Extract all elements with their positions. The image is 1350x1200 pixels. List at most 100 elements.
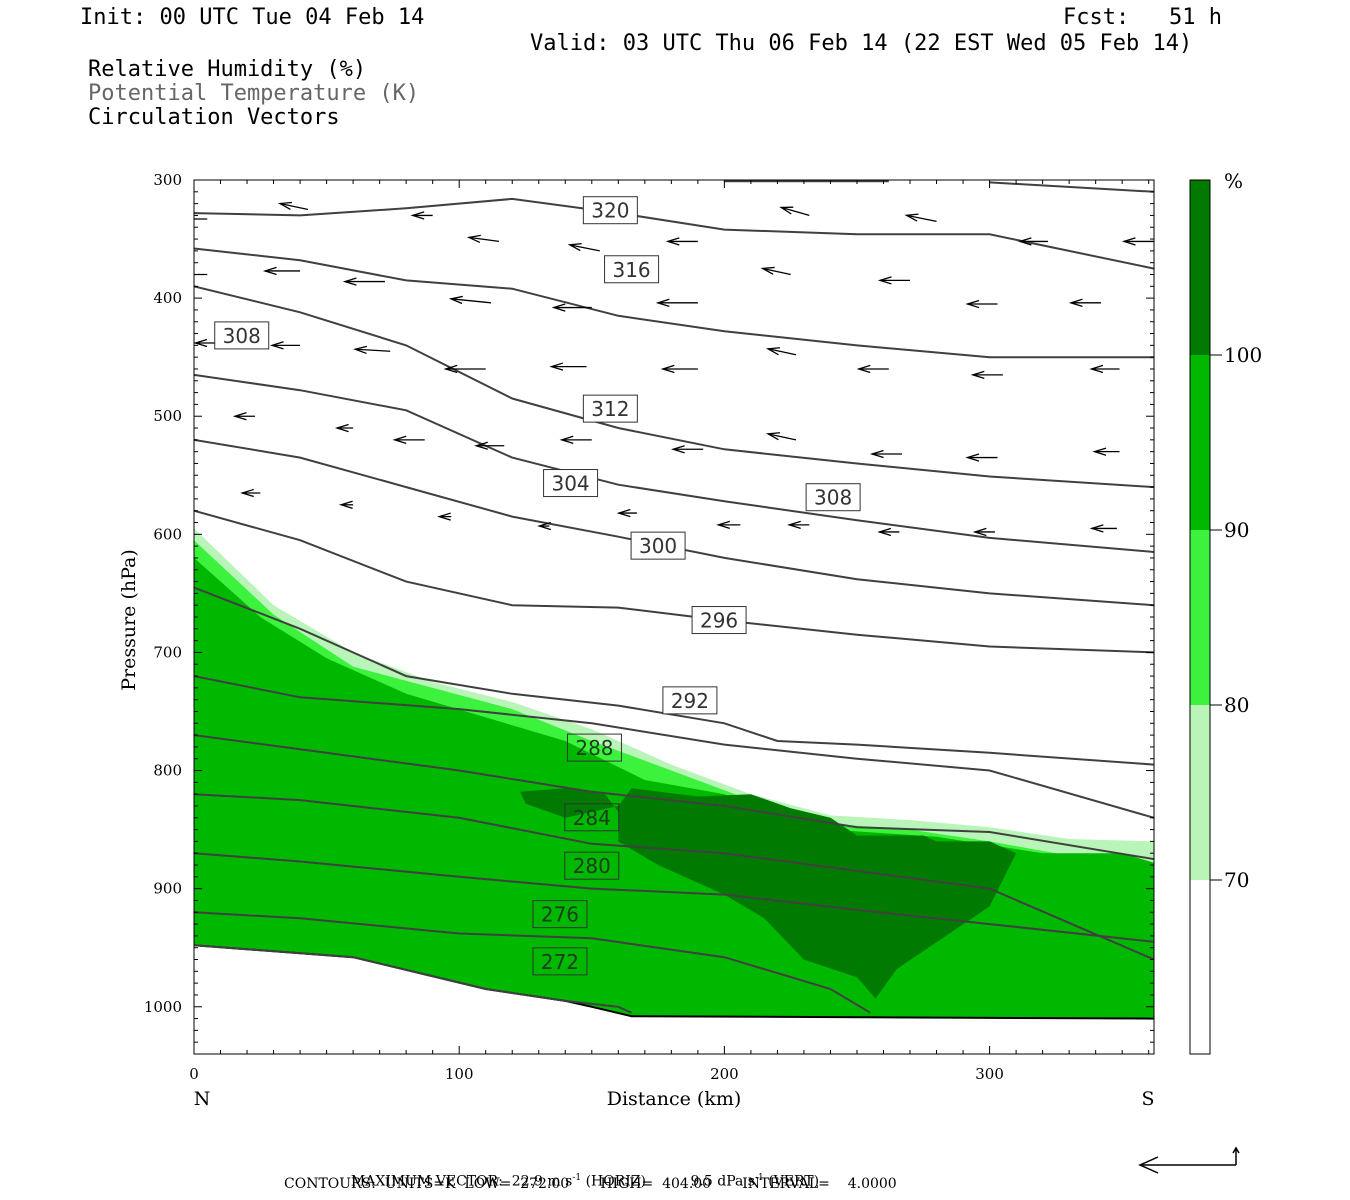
vector-head bbox=[338, 500, 353, 509]
contour-label-text: 304 bbox=[551, 472, 589, 496]
vector-head bbox=[970, 370, 985, 380]
contour-label: 272 bbox=[532, 947, 588, 976]
contour-label-box bbox=[662, 686, 718, 715]
isentrope-0 bbox=[194, 944, 633, 1014]
vector-head bbox=[262, 266, 277, 276]
contour-label-text: 320 bbox=[591, 199, 629, 223]
isentrope-4 bbox=[194, 734, 1154, 861]
vector-head bbox=[448, 295, 463, 305]
colorbar-unit: % bbox=[1224, 169, 1243, 193]
contour-label-text: 276 bbox=[541, 903, 579, 927]
vector-head bbox=[856, 364, 871, 374]
circulation-vector bbox=[970, 370, 1003, 380]
vector-shaft bbox=[767, 433, 797, 441]
contour-label-text: 272 bbox=[541, 950, 579, 974]
isentrope-12 bbox=[194, 197, 1154, 270]
y-tick-label: 800 bbox=[153, 762, 182, 780]
circulation-vector bbox=[269, 341, 301, 350]
circulation-vector bbox=[877, 276, 911, 285]
circulation-vector bbox=[877, 527, 900, 537]
circulation-vector bbox=[765, 347, 797, 356]
circulation-vector bbox=[1089, 524, 1117, 533]
valid-time: Valid: 03 UTC Thu 06 Feb 14 (22 EST Wed … bbox=[530, 31, 1193, 56]
isentrope-2 bbox=[194, 852, 1154, 943]
vector-shaft bbox=[450, 298, 492, 304]
circulation-vector bbox=[277, 201, 309, 211]
vector-head bbox=[232, 412, 247, 421]
isentrope-14 bbox=[989, 181, 1154, 193]
vector-head bbox=[1068, 298, 1083, 307]
forecast-hour: Fcst: 51 h bbox=[1063, 5, 1222, 30]
contour-label-text: 280 bbox=[573, 854, 611, 878]
vector-shaft bbox=[781, 206, 810, 217]
contour-label-box bbox=[604, 255, 660, 284]
isentrope-9 bbox=[194, 373, 1154, 553]
vector-head bbox=[1089, 364, 1104, 374]
y-tick-label: 600 bbox=[153, 525, 182, 543]
circulation-vector bbox=[194, 218, 208, 220]
vector-head bbox=[277, 201, 293, 210]
circulation-vector bbox=[232, 412, 255, 421]
colorbar-swatch bbox=[1190, 180, 1210, 355]
legend-rh: Relative Humidity (%) bbox=[88, 57, 367, 82]
vector-head bbox=[1092, 447, 1107, 456]
contour-label: 300 bbox=[630, 531, 686, 560]
max-horiz: 22.9 m s bbox=[511, 1173, 573, 1190]
isentrope-6 bbox=[194, 586, 1154, 766]
circulation-vector bbox=[1092, 447, 1120, 456]
vector-head bbox=[551, 303, 566, 312]
circulation-vector bbox=[549, 362, 587, 371]
x-left-label: N bbox=[194, 1088, 211, 1110]
y-tick-label: 500 bbox=[153, 407, 182, 425]
vector-head bbox=[194, 338, 208, 348]
vector-head bbox=[765, 347, 780, 356]
contour-label-box bbox=[543, 469, 599, 498]
contour-label-box bbox=[564, 803, 620, 832]
vector-head bbox=[877, 276, 892, 285]
vector-head bbox=[972, 527, 987, 537]
circulation-vector bbox=[392, 435, 425, 445]
vector-head bbox=[1089, 524, 1104, 533]
x-tick-label: 200 bbox=[710, 1065, 739, 1083]
circulation-vector bbox=[338, 500, 354, 509]
isentrope-3 bbox=[194, 793, 1154, 961]
vector-head bbox=[765, 432, 780, 441]
vector-head bbox=[342, 277, 357, 286]
contour-label-box bbox=[805, 483, 861, 512]
max-horiz-exp: -1 bbox=[572, 1173, 582, 1183]
contour-label: 320 bbox=[582, 196, 638, 225]
isentrope-10 bbox=[194, 285, 1154, 489]
legend-vectors: Circulation Vectors bbox=[88, 105, 340, 130]
circulation-vector bbox=[616, 508, 637, 518]
contour-label: 292 bbox=[662, 686, 718, 715]
contour-label: 312 bbox=[582, 394, 638, 423]
circulation-vector bbox=[1068, 298, 1101, 307]
max-vert: 9.5 dPa s bbox=[690, 1173, 755, 1190]
contour-label-box bbox=[532, 947, 588, 976]
vector-head bbox=[466, 234, 481, 244]
contour-label-box bbox=[691, 606, 747, 635]
circulation-vector bbox=[559, 435, 592, 445]
contour-label-text: 296 bbox=[700, 609, 738, 633]
init-time: Init: 00 UTC Tue 04 Feb 14 bbox=[80, 5, 425, 30]
contour-label: 288 bbox=[566, 733, 622, 762]
vector-shaft bbox=[906, 214, 937, 222]
contour-label: 304 bbox=[543, 469, 599, 498]
colorbar-swatch bbox=[1190, 355, 1210, 530]
contour-label-text: 292 bbox=[671, 689, 709, 713]
circulation-vector bbox=[567, 242, 600, 252]
vector-shaft bbox=[569, 244, 600, 252]
vector-head bbox=[549, 362, 564, 371]
vert-tag: (VERT) bbox=[768, 1173, 820, 1190]
vector-shaft bbox=[767, 348, 797, 356]
vector-shaft bbox=[762, 267, 791, 276]
vector-head bbox=[616, 508, 631, 518]
colorbar-label: 80 bbox=[1224, 693, 1249, 717]
x-tick-label: 0 bbox=[189, 1065, 199, 1083]
contour-label-box bbox=[532, 900, 588, 929]
y-tick-label: 300 bbox=[153, 171, 182, 189]
contour-label-text: 308 bbox=[223, 324, 261, 348]
vector-head bbox=[1017, 237, 1032, 246]
circulation-vector bbox=[410, 211, 433, 220]
